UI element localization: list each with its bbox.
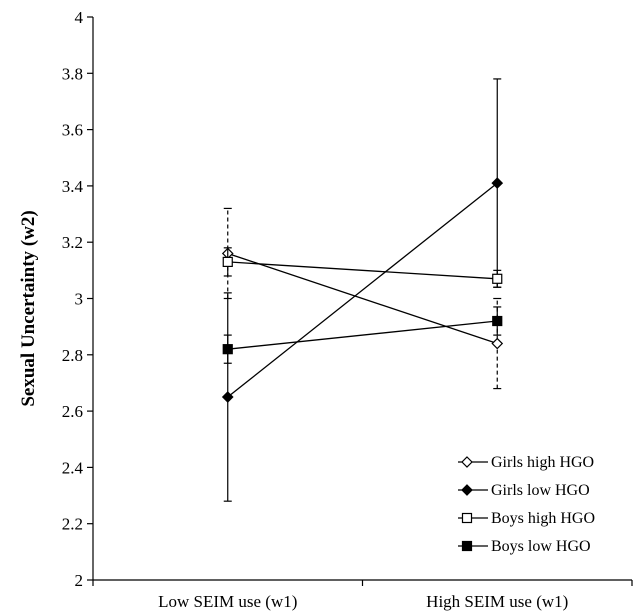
legend-marker (461, 512, 473, 524)
y-tick-label: 3.4 (62, 177, 84, 196)
legend-item: Boys low HGO (458, 538, 591, 555)
data-point (492, 315, 503, 327)
series-line (227, 320, 498, 350)
data-point (222, 344, 233, 355)
x-tick-label: High SEIM use (w1) (426, 592, 568, 611)
y-tick-label: 4 (75, 8, 84, 27)
data-point (491, 337, 504, 350)
series-0 (221, 207, 504, 390)
y-tick-label: 2.6 (62, 402, 83, 421)
x-axis-ticks: Low SEIM use (w1) High SEIM use (w1) (92, 580, 633, 611)
series-layer (221, 78, 504, 502)
y-tick-label: 2.8 (62, 346, 83, 365)
series-2 (222, 247, 503, 288)
y-tick-label: 2.2 (62, 515, 83, 534)
y-tick-label: 2 (75, 571, 84, 590)
legend-marker (461, 540, 473, 552)
data-point (221, 391, 234, 403)
legend-marker (461, 456, 473, 468)
y-tick-label: 3 (75, 290, 84, 309)
legend-item: Girls low HGO (458, 482, 590, 499)
data-point (491, 177, 504, 189)
y-tick-label: 3.6 (62, 121, 83, 140)
data-point (492, 273, 503, 284)
y-tick-label: 2.4 (62, 458, 84, 477)
y-axis-ticks: 2 2.2 2.4 2.6 2.8 3 3.2 3.4 3.6 3.8 4 (62, 8, 93, 590)
legend-label: Girls low HGO (491, 482, 590, 499)
y-tick-label: 3.2 (62, 233, 83, 252)
series-line (227, 182, 498, 398)
legend-item: Boys high HGO (458, 510, 595, 527)
legend-label: Boys high HGO (491, 510, 595, 527)
series-1 (221, 78, 504, 502)
x-tick-label: Low SEIM use (w1) (158, 592, 297, 611)
legend-label: Boys low HGO (491, 538, 591, 555)
series-line (227, 252, 498, 345)
series-3 (222, 306, 503, 364)
y-axis-title: Sexual Uncertainty (w2) (18, 210, 39, 406)
legend-item: Girls high HGO (458, 454, 594, 471)
series-line (227, 261, 498, 280)
legend-label: Girls high HGO (491, 454, 594, 471)
legend-marker (461, 484, 473, 496)
legend: Girls high HGO Girls low HGO Boys high HGO… (458, 454, 595, 555)
y-tick-label: 3.8 (62, 64, 83, 83)
data-point (222, 256, 233, 268)
